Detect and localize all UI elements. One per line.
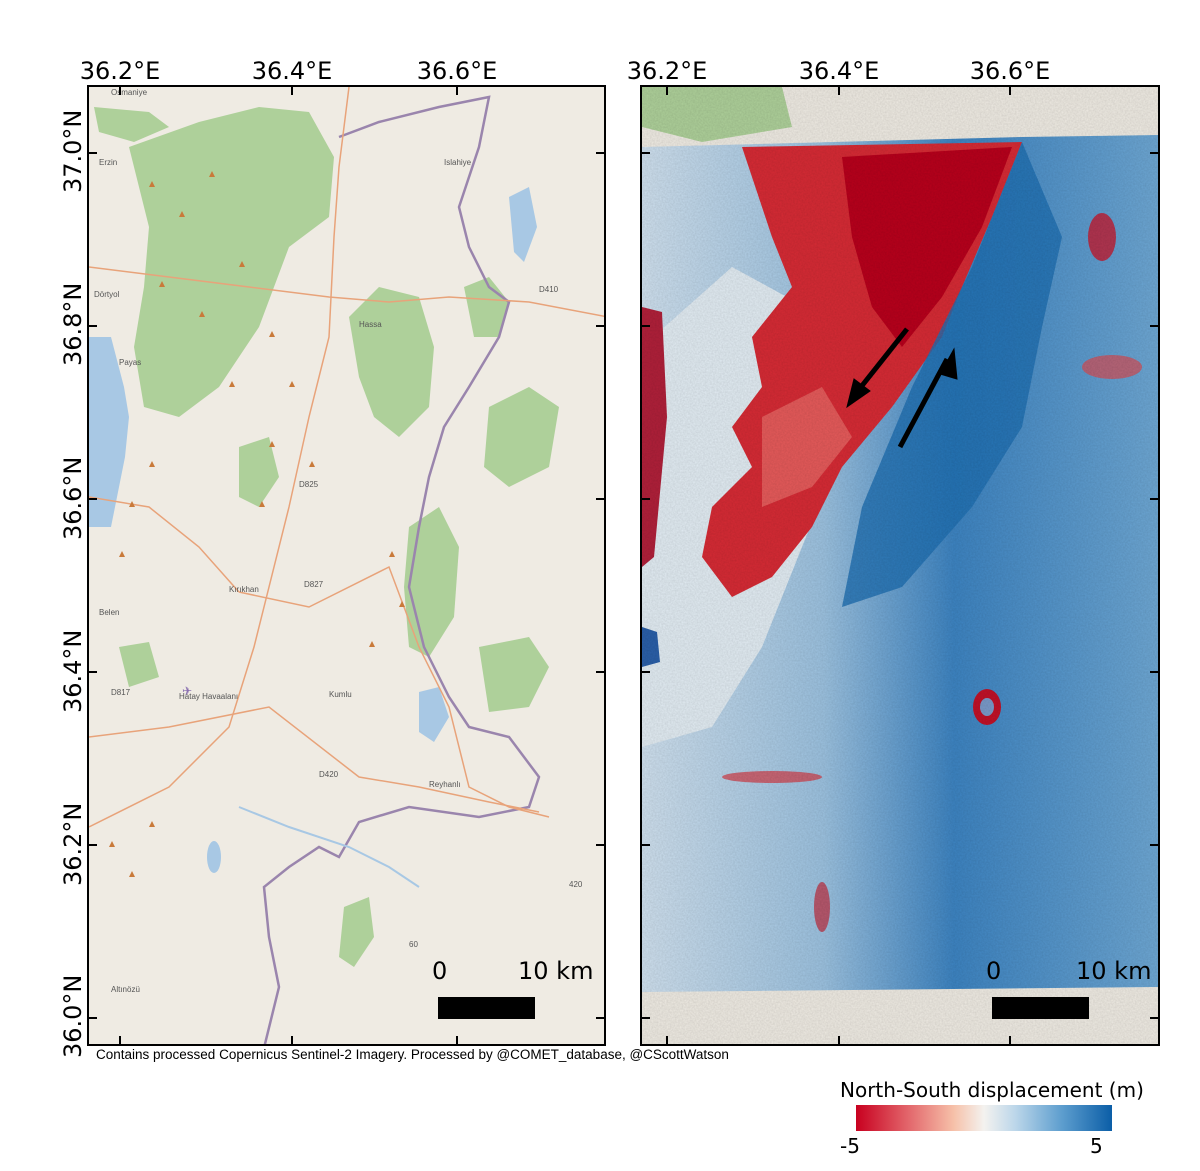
forest-area — [129, 107, 334, 417]
basemap-panel: ✈ Osmaniye Islahiye Erzin Dörtyol Payas … — [87, 85, 606, 1046]
place-label: D420 — [319, 770, 339, 779]
scale-zero-label: 0 — [986, 957, 1002, 985]
place-label: Hatay Havaalanı — [179, 692, 238, 701]
lat-label-3: 36.6°N — [59, 456, 87, 540]
scale-length-label: 10 km — [518, 957, 594, 985]
southward-arrow — [855, 327, 909, 394]
lat-label-1: 37.0°N — [59, 109, 87, 193]
lon-label-left-3: 36.6°E — [416, 57, 498, 85]
lon-label-right-3: 36.6°E — [969, 57, 1051, 85]
place-label: Altınözü — [111, 985, 140, 994]
international-border — [262, 95, 541, 1044]
northward-arrow — [897, 357, 950, 449]
place-label: Kırıkhan — [229, 585, 259, 594]
color-legend: North-South displacement (m) -5 5 — [840, 1078, 1160, 1168]
legend-max-label: 5 — [1090, 1134, 1103, 1158]
legend-color-bar — [856, 1105, 1112, 1131]
legend-min-label: -5 — [840, 1134, 860, 1158]
place-label: D410 — [539, 285, 559, 294]
place-label: D817 — [111, 688, 131, 697]
lon-label-right-1: 36.2°E — [626, 57, 708, 85]
lat-label-4: 36.4°N — [59, 629, 87, 713]
lon-label-right-2: 36.4°E — [798, 57, 880, 85]
displacement-panel: 0 10 km — [640, 85, 1160, 1046]
place-label: Kumlu — [329, 690, 352, 699]
place-label: Reyhanlı — [429, 780, 461, 789]
place-label: D825 — [299, 480, 319, 489]
place-label: Payas — [119, 358, 141, 367]
displacement-arrows — [846, 327, 958, 449]
lon-label-left-2: 36.4°E — [251, 57, 333, 85]
place-label: Dörtyol — [94, 290, 120, 299]
place-label: Belen — [99, 608, 119, 617]
lat-label-2: 36.8°N — [59, 282, 87, 366]
place-label: D827 — [304, 580, 324, 589]
place-label: Hassa — [359, 320, 382, 329]
place-label: Osmaniye — [111, 88, 148, 97]
place-label: Erzin — [99, 158, 117, 167]
sea-area — [89, 337, 129, 527]
displacement-svg — [642, 87, 1158, 1044]
scale-bar — [992, 997, 1089, 1019]
place-label: 420 — [569, 880, 583, 889]
place-label: 60 — [409, 940, 418, 949]
scale-length-label: 10 km — [1076, 957, 1152, 985]
legend-title: North-South displacement (m) — [840, 1078, 1144, 1102]
lon-label-left-1: 36.2°E — [79, 57, 161, 85]
scalebar-right: 0 10 km — [986, 957, 1152, 1037]
basemap-svg: ✈ Osmaniye Islahiye Erzin Dörtyol Payas … — [89, 87, 604, 1044]
lat-label-6: 36.0°N — [59, 974, 87, 1058]
scalebar-left: 0 10 km — [432, 957, 598, 1037]
credit-text: Contains processed Copernicus Sentinel-2… — [96, 1047, 729, 1062]
svg-text:✈: ✈ — [182, 684, 192, 698]
place-label: Islahiye — [444, 158, 472, 167]
scale-zero-label: 0 — [432, 957, 448, 985]
scale-bar — [438, 997, 535, 1019]
peak-markers — [109, 171, 405, 877]
place-labels: Osmaniye Islahiye Erzin Dörtyol Payas Ha… — [94, 88, 583, 994]
lat-label-5: 36.2°N — [59, 802, 87, 886]
